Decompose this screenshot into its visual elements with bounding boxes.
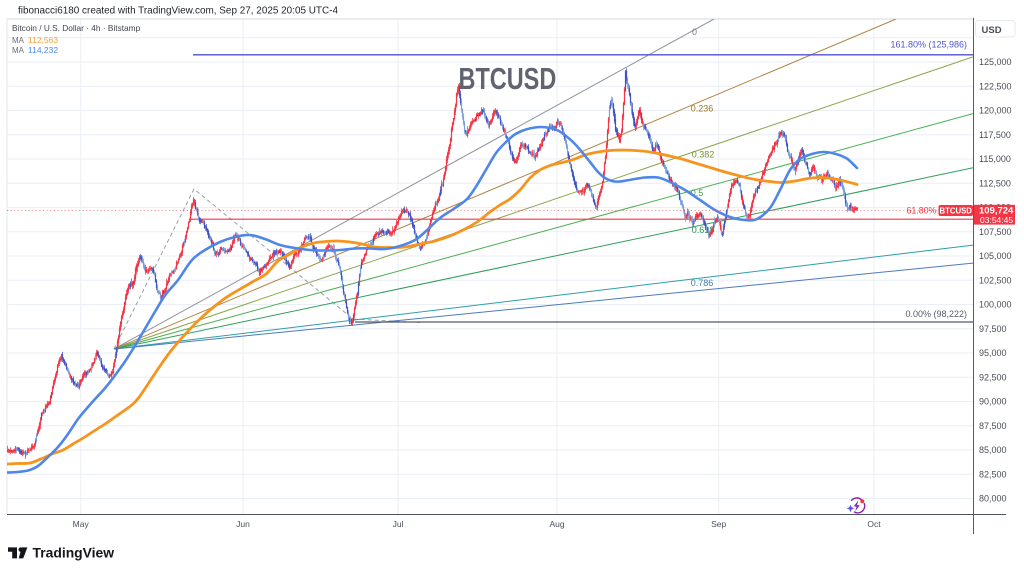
- svg-text:115,000: 115,000: [979, 154, 1011, 164]
- svg-text:61.80% (108,8: 61.80% (108,8: [907, 206, 964, 216]
- svg-text:107,500: 107,500: [979, 227, 1012, 237]
- svg-text:95,000: 95,000: [979, 348, 1007, 358]
- svg-text:Aug: Aug: [549, 519, 564, 529]
- svg-text:80,000: 80,000: [979, 494, 1007, 504]
- svg-text:0.236: 0.236: [691, 104, 714, 114]
- svg-text:90,000: 90,000: [979, 397, 1007, 407]
- svg-text:97,500: 97,500: [979, 324, 1007, 334]
- svg-text:120,000: 120,000: [979, 106, 1012, 116]
- svg-text:03:54:45: 03:54:45: [980, 215, 1013, 225]
- svg-text:109,724: 109,724: [979, 206, 1014, 217]
- svg-text:82,500: 82,500: [979, 469, 1007, 479]
- svg-text:87,500: 87,500: [979, 421, 1007, 431]
- svg-text:Sep: Sep: [711, 519, 726, 529]
- svg-text:USD: USD: [982, 25, 1002, 36]
- svg-text:0.382: 0.382: [692, 150, 715, 160]
- svg-text:112,563: 112,563: [28, 35, 58, 45]
- svg-text:BTCUSD: BTCUSD: [939, 206, 972, 215]
- svg-text:BTCUSD: BTCUSD: [459, 61, 557, 96]
- svg-text:125,000: 125,000: [979, 57, 1012, 67]
- svg-text:MA: MA: [12, 36, 25, 45]
- svg-text:0.5: 0.5: [691, 188, 704, 198]
- svg-text:100,000: 100,000: [979, 300, 1012, 310]
- svg-text:161.80% (125,986): 161.80% (125,986): [890, 40, 967, 50]
- svg-text:May: May: [73, 519, 90, 529]
- svg-text:Jul: Jul: [393, 519, 404, 529]
- svg-text:85,000: 85,000: [979, 445, 1007, 455]
- svg-text:117,500: 117,500: [979, 130, 1011, 140]
- svg-text:102,500: 102,500: [979, 275, 1012, 285]
- svg-text:MA: MA: [12, 46, 25, 55]
- svg-text:0: 0: [692, 27, 697, 37]
- svg-text:Jun: Jun: [236, 519, 250, 529]
- svg-text:0.618: 0.618: [692, 225, 715, 235]
- svg-text:0.00% (98,222): 0.00% (98,222): [905, 309, 967, 319]
- svg-text:105,000: 105,000: [979, 251, 1012, 261]
- svg-text:TradingView: TradingView: [33, 544, 115, 560]
- svg-text:92,500: 92,500: [979, 372, 1007, 382]
- svg-text:0.786: 0.786: [691, 278, 714, 288]
- svg-text:Bitcoin / U.S. Dollar · 4h · B: Bitcoin / U.S. Dollar · 4h · Bitstamp: [12, 23, 141, 33]
- svg-text:112,500: 112,500: [979, 178, 1011, 188]
- svg-text:Oct: Oct: [867, 519, 881, 529]
- svg-text:fibonacci6180 created with Tra: fibonacci6180 created with TradingView.c…: [18, 6, 338, 17]
- svg-text:114,232: 114,232: [28, 45, 58, 55]
- svg-text:122,500: 122,500: [979, 82, 1012, 92]
